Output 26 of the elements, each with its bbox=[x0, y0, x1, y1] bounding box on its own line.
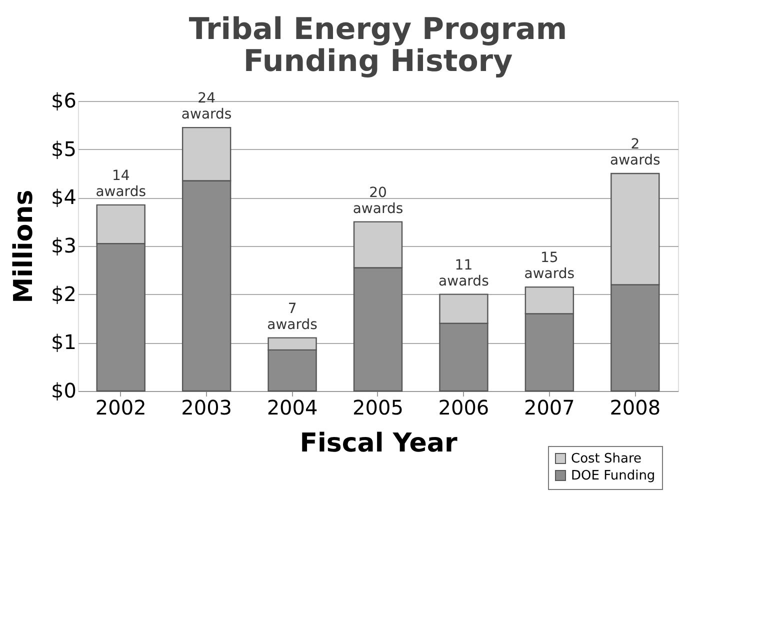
y-tick-label: $2 bbox=[51, 282, 76, 306]
x-tick-label: 2007 bbox=[524, 396, 575, 420]
annotation: 2 awards bbox=[610, 136, 660, 168]
legend-label: DOE Funding bbox=[571, 468, 656, 484]
annotation: 14 awards bbox=[96, 168, 146, 200]
x-tick-label: 2008 bbox=[610, 396, 661, 420]
legend-label: Cost Share bbox=[571, 452, 642, 466]
y-tick-label: $3 bbox=[51, 234, 76, 258]
chart-title: Tribal Energy Program Funding History bbox=[188, 12, 568, 79]
y-tick-label: $5 bbox=[51, 136, 76, 161]
y-axis-title: Millions bbox=[9, 190, 40, 304]
annotation: 24 awards bbox=[181, 90, 232, 123]
annotation: 11 awards bbox=[438, 257, 489, 290]
x-tick-label: 2004 bbox=[266, 396, 318, 420]
annotation: 7 awards bbox=[267, 300, 318, 333]
y-tick-label: $1 bbox=[51, 330, 76, 354]
annotation: 20 awards bbox=[352, 184, 404, 217]
x-tick-label: 2003 bbox=[181, 396, 232, 420]
y-tick-label: $6 bbox=[51, 88, 76, 112]
x-tick-label: 2006 bbox=[438, 396, 490, 420]
annotation: 15 awards bbox=[524, 250, 575, 282]
y-tick-label: $4 bbox=[51, 185, 76, 210]
x-axis-title: Fiscal Year bbox=[300, 428, 458, 458]
x-tick-label: 2002 bbox=[95, 396, 146, 420]
x-tick-label: 2005 bbox=[352, 396, 404, 420]
y-tick-label: $0 bbox=[51, 378, 76, 402]
